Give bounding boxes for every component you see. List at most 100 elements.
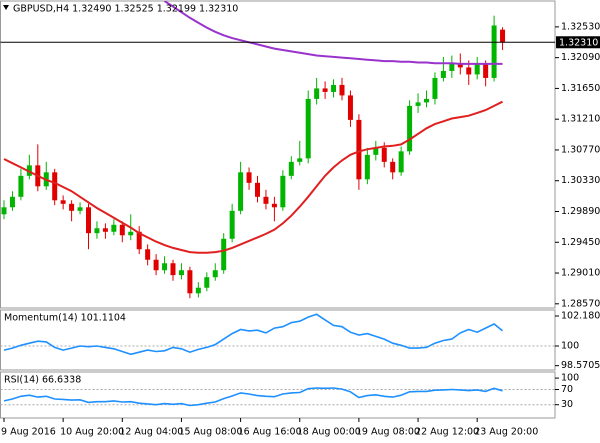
x-tick-label: 23 Aug 20:00	[474, 427, 538, 438]
candle-body	[449, 63, 455, 71]
y-tick-label: 1.29010	[561, 268, 600, 279]
x-tick-label: 16 Aug 16:00	[238, 427, 302, 438]
candle-body	[474, 63, 480, 75]
y-tick-label: 1.32530	[561, 21, 600, 32]
candle-body	[407, 105, 413, 152]
candle-body	[153, 259, 159, 271]
candle-body	[212, 270, 218, 278]
moving-average	[163, 1, 503, 65]
candle-body	[364, 154, 370, 180]
candle-body	[491, 25, 497, 78]
candle-body	[94, 228, 100, 234]
candle-body	[305, 98, 311, 159]
candle-body	[221, 238, 227, 271]
candle-body	[77, 207, 83, 211]
candle-body	[263, 196, 269, 204]
y-tick-label: 1.30770	[561, 144, 600, 155]
candle-body	[288, 161, 294, 176]
y-tick-label: 98.5705	[561, 360, 600, 371]
candle-body	[52, 172, 58, 201]
indicator-line	[3, 387, 503, 407]
candle-body	[102, 228, 108, 232]
y-tick-label: 1.32090	[561, 52, 600, 63]
y-tick-label: 100	[561, 373, 579, 384]
candle-body	[195, 287, 201, 294]
y-tick-label: 30	[561, 399, 573, 410]
candle-body	[466, 67, 472, 75]
current-price-label: 1.32310	[559, 37, 598, 48]
candle-body	[60, 200, 66, 204]
candle-body	[18, 175, 24, 197]
candle-body	[246, 172, 252, 183]
candle-body	[415, 102, 421, 106]
indicator-line	[3, 313, 503, 356]
candle-body	[170, 263, 176, 276]
candle-body	[1, 207, 7, 215]
y-tick-label: 1.29450	[561, 237, 600, 248]
candle-body	[314, 88, 320, 99]
chart-title: GBPUSD,H4 1.32490 1.32525 1.32199 1.3231…	[13, 4, 238, 15]
candle-body	[238, 172, 244, 211]
moving-average	[3, 100, 503, 254]
current-price-box	[556, 36, 600, 49]
y-tick-label: 1.31210	[561, 114, 600, 125]
candle-body	[255, 182, 260, 197]
candle-body	[119, 224, 125, 236]
x-tick-label: 10 Aug 20:00	[60, 427, 124, 438]
x-tick-label: 15 Aug 08:00	[178, 427, 242, 438]
x-tick-label: 22 Aug 12:00	[415, 427, 479, 438]
indicator-title: RSI(14) 66.6338	[4, 375, 81, 386]
candle-body	[381, 147, 387, 162]
panel-plot	[0, 313, 555, 356]
candle-body	[204, 277, 210, 288]
candle-body	[69, 203, 75, 211]
panel-frame	[0, 309, 556, 371]
y-tick-label: 1.29890	[561, 206, 600, 217]
candle-body	[128, 231, 134, 236]
y-tick-label: 1.31650	[561, 83, 600, 94]
panel-plot	[0, 387, 555, 407]
candle-body	[500, 29, 506, 43]
candle-body	[440, 70, 446, 78]
candle-body	[187, 270, 193, 294]
candle-body	[162, 263, 168, 271]
x-tick-label: 19 Aug 08:00	[356, 427, 420, 438]
x-tick-label: 18 Aug 00:00	[297, 427, 361, 438]
candle-body	[339, 84, 345, 96]
candle-body	[457, 63, 463, 68]
candle-body	[356, 119, 362, 180]
candle-body	[280, 175, 286, 208]
candle-body	[398, 151, 404, 173]
candle-body	[9, 196, 15, 208]
panel-frame	[0, 371, 556, 419]
panel-plot	[1, 1, 506, 299]
panel-frame	[0, 0, 556, 309]
candle-body	[424, 98, 429, 103]
candle-body	[373, 147, 379, 155]
candle-body	[145, 249, 151, 260]
candle-body	[331, 84, 337, 92]
y-tick-label: 100	[561, 341, 579, 352]
candle-body	[432, 77, 438, 99]
candle-body	[229, 210, 235, 239]
candle-body	[347, 95, 353, 120]
candle-body	[483, 63, 489, 78]
y-tick-label: 1.30330	[561, 175, 600, 186]
x-tick-label: 12 Aug 04:00	[119, 427, 183, 438]
candle-body	[136, 231, 142, 250]
menu-arrow	[3, 5, 9, 10]
x-tick-label: 9 Aug 2016	[1, 427, 56, 438]
candle-body	[86, 207, 91, 234]
y-tick-label: 1.28570	[561, 298, 600, 309]
candle-body	[390, 161, 396, 173]
candle-body	[322, 88, 328, 92]
candle-body	[111, 224, 117, 232]
y-tick-label: 102.1806	[561, 310, 600, 321]
candle-body	[271, 203, 277, 208]
indicator-title: Momentum(14) 101.1104	[4, 313, 126, 324]
candle-body	[178, 270, 184, 276]
candle-body	[297, 158, 303, 162]
y-tick-label: 70	[561, 384, 573, 395]
